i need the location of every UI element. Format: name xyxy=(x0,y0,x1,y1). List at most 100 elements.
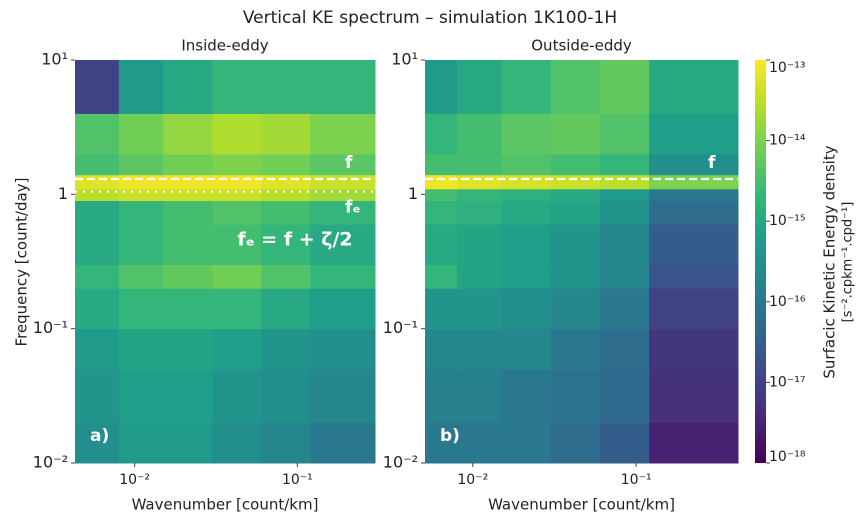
y-tick-label: 1 xyxy=(58,184,68,203)
heatmap-cell xyxy=(550,288,601,330)
heatmap-cell xyxy=(118,153,164,176)
colorbar-tick-label: 10⁻¹⁷ xyxy=(769,374,805,390)
y-tick-label: 10⁻² xyxy=(383,453,418,472)
heatmap-cell xyxy=(649,224,739,266)
heatmap-cell xyxy=(75,328,120,370)
heatmap-cell xyxy=(599,288,650,330)
heatmap-cell xyxy=(75,288,120,330)
heatmap-cell xyxy=(456,328,503,370)
heatmap-cell xyxy=(425,200,458,225)
x-tick-label: 10⁻² xyxy=(457,472,488,488)
heatmap-cell xyxy=(456,200,503,225)
heatmap-cell xyxy=(425,174,458,190)
heatmap-cell xyxy=(599,264,650,289)
heatmap-cell xyxy=(599,153,650,176)
heatmap-cell xyxy=(456,60,503,114)
heatmap-cell xyxy=(75,60,120,114)
heatmap-cell xyxy=(310,174,376,190)
annotation-label: f xyxy=(708,153,716,173)
heatmap-cell xyxy=(310,200,376,225)
heatmap-cell xyxy=(261,113,311,155)
heatmap-cell xyxy=(501,288,552,330)
heatmap-cell xyxy=(649,153,739,176)
heatmap-cell xyxy=(118,174,164,190)
heatmap-cell xyxy=(118,113,164,155)
panel-label: b) xyxy=(440,426,460,446)
heatmap-cell xyxy=(599,422,650,464)
heatmap-cell xyxy=(501,153,552,176)
heatmap-cell xyxy=(550,200,601,225)
heatmap-cell xyxy=(212,188,262,201)
annotation-label: f xyxy=(345,153,353,173)
heatmap-cell xyxy=(261,174,311,190)
heatmap-cell xyxy=(310,288,376,330)
colorbar-tick-label: 10⁻¹⁵ xyxy=(769,213,805,229)
heatmap-cell xyxy=(261,224,311,266)
heatmap-cell xyxy=(456,174,503,190)
heatmap-cell xyxy=(456,369,503,424)
heatmap-cell xyxy=(261,153,311,176)
heatmap-cell xyxy=(501,264,552,289)
heatmap-cell xyxy=(425,369,458,424)
heatmap-cell xyxy=(501,60,552,114)
panel-title: Outside-eddy xyxy=(531,37,632,55)
heatmap-cell xyxy=(550,422,601,464)
heatmap-cell xyxy=(310,113,376,155)
y-tick-label: 10¹ xyxy=(391,50,418,69)
colorbar-tick-label: 10⁻¹⁸ xyxy=(769,449,806,465)
x-axis-label: Wavenumber [count/km] xyxy=(132,496,319,514)
heatmap-cell xyxy=(649,174,739,190)
colorbar-tick-label: 10⁻¹³ xyxy=(769,60,805,76)
heatmap-cell xyxy=(163,288,213,330)
heatmap-cell xyxy=(212,153,262,176)
heatmap-cell xyxy=(212,224,262,266)
figure-title: Vertical KE spectrum – simulation 1K100-… xyxy=(243,8,617,28)
heatmap-cell xyxy=(501,369,552,424)
heatmap-cell xyxy=(163,153,213,176)
heatmap-cell xyxy=(599,328,650,370)
heatmap-cell xyxy=(261,422,311,464)
heatmap-cell xyxy=(425,60,458,114)
y-tick-label: 10⁻² xyxy=(33,453,68,472)
heatmap-cell xyxy=(550,174,601,190)
heatmap-cell xyxy=(163,60,213,114)
colorbar-tick-label: 10⁻¹⁶ xyxy=(769,294,806,310)
heatmap-cell xyxy=(75,174,120,190)
heatmap-cell xyxy=(456,264,503,289)
heatmap-cell xyxy=(425,113,458,155)
heatmap-cell xyxy=(550,153,601,176)
heatmap-cell xyxy=(75,224,120,266)
annotation: fₑ = f + ζ/2 xyxy=(237,229,352,251)
colorbar-tick-label: 10⁻¹⁴ xyxy=(769,133,806,149)
x-tick-label: 10⁻¹ xyxy=(282,472,313,488)
heatmap-cell xyxy=(75,153,120,176)
heatmap-cell xyxy=(310,422,376,464)
heatmap-cell xyxy=(212,113,262,155)
heatmap-cell xyxy=(163,113,213,155)
heatmap-cell xyxy=(501,174,552,190)
heatmap-cell xyxy=(425,224,458,266)
heatmap-cell xyxy=(261,328,311,370)
heatmap-cell xyxy=(212,264,262,289)
heatmap-cell xyxy=(118,60,164,114)
heatmap-cell xyxy=(425,328,458,370)
heatmap-cell xyxy=(212,200,262,225)
heatmap-cell xyxy=(75,264,120,289)
heatmap-cell xyxy=(261,60,311,114)
heatmap-cell xyxy=(163,200,213,225)
heatmap-cell xyxy=(649,328,739,370)
heatmap-cell xyxy=(649,200,739,225)
heatmap-cell xyxy=(261,188,311,201)
heatmap-cell xyxy=(501,200,552,225)
heatmap-cell xyxy=(310,369,376,424)
heatmap-cell xyxy=(425,153,458,176)
heatmap-cell xyxy=(550,188,601,201)
panel-label: a) xyxy=(90,426,109,446)
heatmap-cell xyxy=(118,224,164,266)
heatmap-cell xyxy=(118,422,164,464)
heatmap-cell xyxy=(75,113,120,155)
heatmap-cell xyxy=(550,113,601,155)
heatmap-cell xyxy=(550,369,601,424)
heatmap-cell xyxy=(212,174,262,190)
heatmap-cell xyxy=(501,188,552,201)
